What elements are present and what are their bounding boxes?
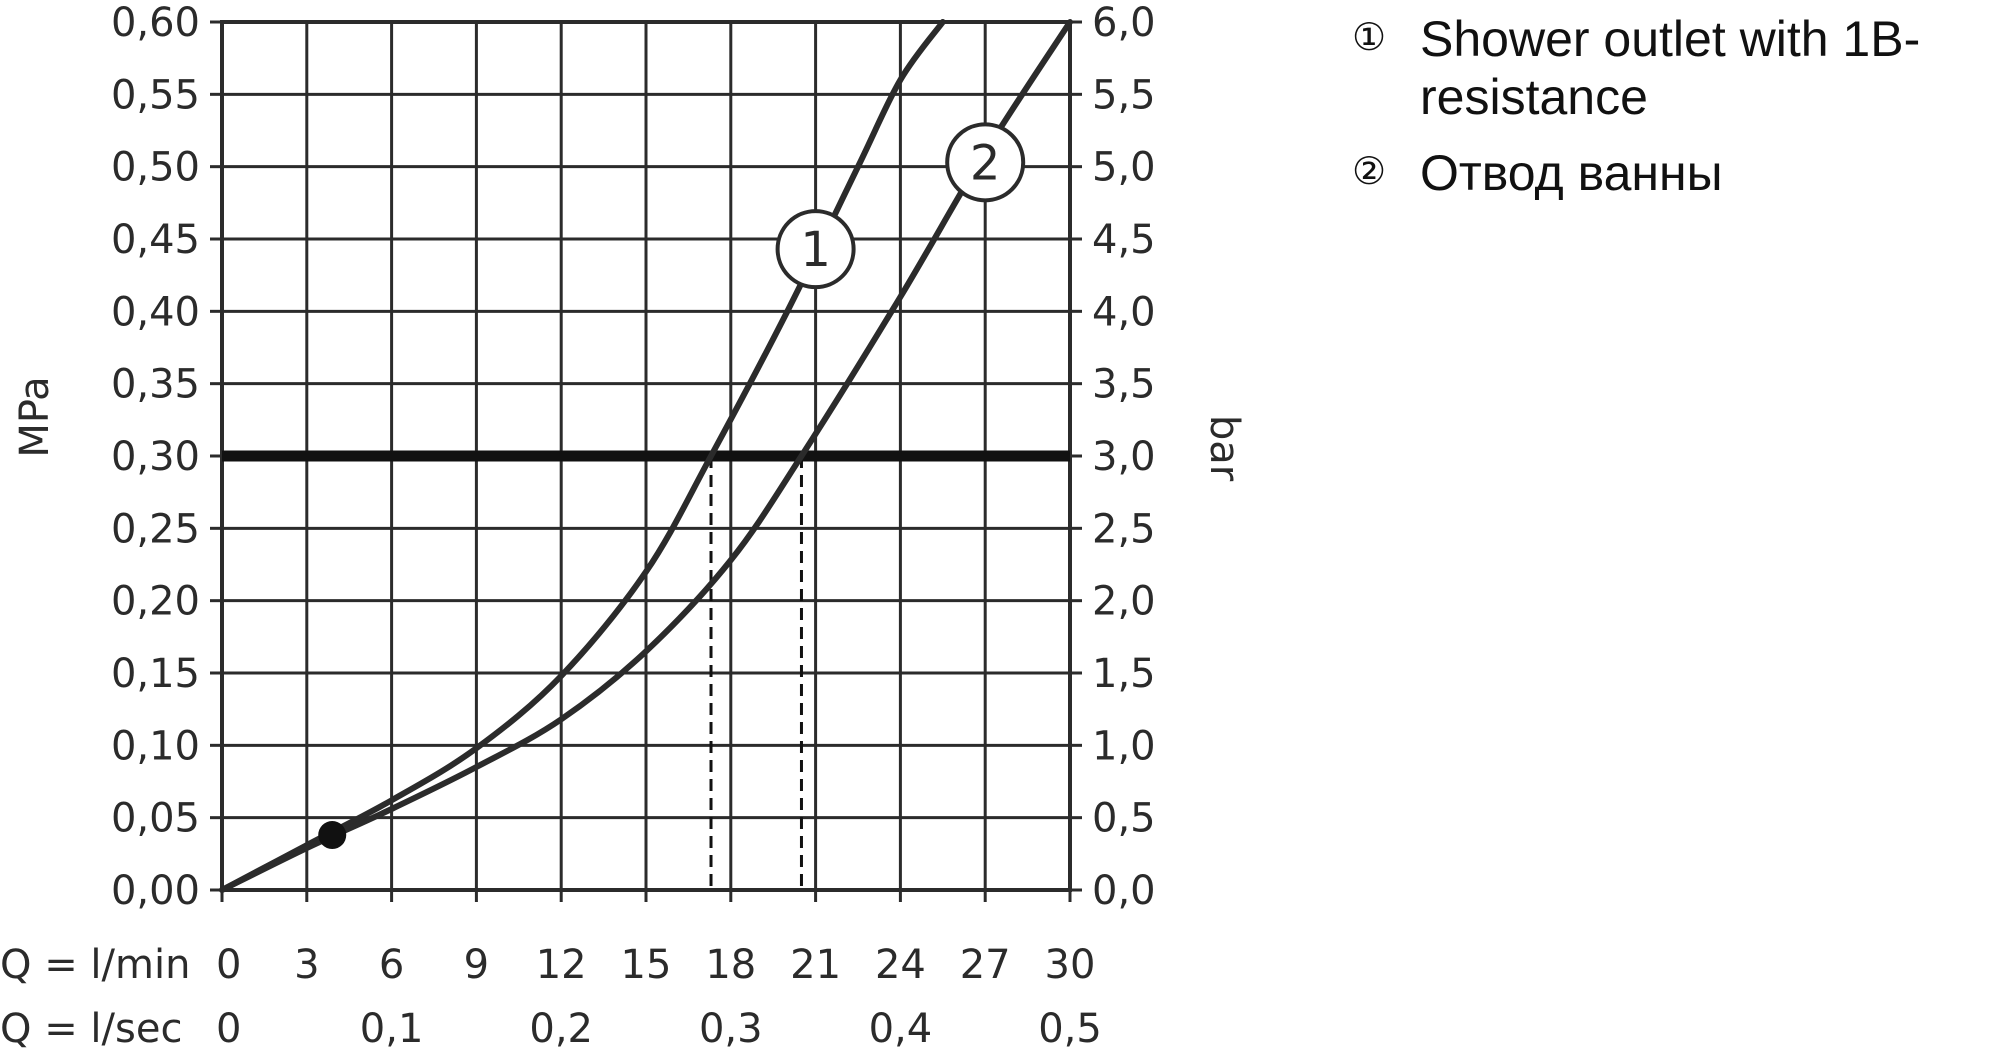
series-label-2: 2 bbox=[970, 135, 1001, 191]
y-tick-label-right: 3,5 bbox=[1092, 362, 1156, 408]
y-ticks-left: 0,00 0,05 0,10 0,15 0,20 0,25 0,30 0,35 0,40 0,45… bbox=[111, 0, 200, 914]
x-axis-label-lsec: Q = l/sec bbox=[0, 1006, 182, 1052]
x-tick-label-lmin: 9 bbox=[464, 942, 489, 988]
legend-marker-1: ① bbox=[1352, 17, 1387, 59]
series-label-circle-2 bbox=[945, 122, 1026, 203]
y-tick-label-right: 4,5 bbox=[1092, 217, 1156, 263]
y-tick-label-right: 0,0 bbox=[1092, 868, 1156, 914]
x-tick-label-lsec: 0,5 bbox=[1038, 1006, 1102, 1052]
x-tick-label-lmin: 30 bbox=[1045, 942, 1096, 988]
x-tick-label-lmin: 21 bbox=[790, 942, 841, 988]
y-tick-label-right: 6,0 bbox=[1092, 0, 1156, 46]
x-tick-label-lsec: 0,4 bbox=[869, 1006, 933, 1052]
x-ticks: 0 3 6 9 12 15 18 21 24 27 30 0 0,1 0,2 0,3 0,4 0,5 bbox=[216, 942, 1102, 1052]
y-tick-label-left: 0,45 bbox=[111, 217, 200, 263]
y-tick-label-left: 0,30 bbox=[111, 434, 200, 480]
chart-series bbox=[219, 19, 1073, 893]
y-tick-label-left: 0,15 bbox=[111, 651, 200, 697]
x-tick-label-lmin: 12 bbox=[536, 942, 587, 988]
y-tick-label-left: 0,20 bbox=[111, 579, 200, 625]
pressure-flow-chart: 0,000,050,100,150,200,250,300,350,400,45… bbox=[0, 0, 1247, 1052]
y-axis-label-right: bar bbox=[1201, 415, 1247, 482]
y-tick-label-right: 3,0 bbox=[1092, 434, 1156, 480]
legend-label-1: Shower outlet with 1B- resistance bbox=[1420, 11, 1921, 125]
marker-point bbox=[318, 821, 347, 850]
x-tick-label-lsec: 0,2 bbox=[529, 1006, 593, 1052]
x-tick-label-lsec: 0,1 bbox=[360, 1006, 424, 1052]
x-tick-label-lmin: 6 bbox=[379, 942, 404, 988]
series-label-1: 1 bbox=[800, 222, 831, 278]
x-axis-label-lmin: Q = l/min bbox=[0, 942, 190, 988]
x-tick-label-lmin: 0 bbox=[216, 942, 241, 988]
y-tick-label-left: 0,25 bbox=[111, 506, 200, 552]
y-tick-label-left: 0,55 bbox=[111, 72, 200, 118]
y-tick-label-left: 0,35 bbox=[111, 362, 200, 408]
y-tick-label-left: 0,00 bbox=[111, 868, 200, 914]
y-axis-label-left: MPa bbox=[12, 376, 58, 457]
legend-item-2: ② Отвод ванны bbox=[1352, 144, 1992, 202]
x-tick-label-lmin: 15 bbox=[621, 942, 672, 988]
y-tick-label-left: 0,10 bbox=[111, 723, 200, 769]
x-tick-label-lsec: 0,3 bbox=[699, 1006, 763, 1052]
legend-label-2: Отвод ванны bbox=[1420, 145, 1723, 201]
series-labels: 12 bbox=[775, 122, 1026, 290]
legend-item-1: ① Shower outlet with 1B- resistance bbox=[1352, 10, 1992, 126]
y-tick-label-left: 0,05 bbox=[111, 796, 200, 842]
series-label-circle-1 bbox=[775, 209, 856, 290]
y-tick-label-right: 5,0 bbox=[1092, 145, 1156, 191]
x-tick-label-lmin: 24 bbox=[875, 942, 926, 988]
y-tick-label-right: 5,5 bbox=[1092, 72, 1156, 118]
legend: ① Shower outlet with 1B- resistance ② От… bbox=[1352, 10, 1992, 220]
y-tick-label-left: 0,60 bbox=[111, 0, 200, 46]
y-ticks-right: 0,0 0,5 1,0 1,5 2,0 2,5 3,0 3,5 4,0 4,5 5,0 5,5 6,0 bbox=[1092, 0, 1156, 914]
reference-lines bbox=[222, 450, 1070, 890]
legend-marker-2: ② bbox=[1352, 151, 1387, 193]
y-tick-label-right: 2,0 bbox=[1092, 579, 1156, 625]
y-tick-label-right: 1,5 bbox=[1092, 651, 1156, 697]
series-line-1 bbox=[219, 19, 946, 893]
x-tick-label-lsec: 0 bbox=[216, 1006, 241, 1052]
y-tick-label-right: 2,5 bbox=[1092, 506, 1156, 552]
y-tick-label-left: 0,40 bbox=[111, 289, 200, 335]
y-tick-label-left: 0,50 bbox=[111, 145, 200, 191]
x-tick-label-lmin: 3 bbox=[294, 942, 319, 988]
y-tick-label-right: 4,0 bbox=[1092, 289, 1156, 335]
x-tick-label-lmin: 27 bbox=[960, 942, 1011, 988]
y-tick-label-right: 0,5 bbox=[1092, 796, 1156, 842]
x-tick-label-lmin: 18 bbox=[705, 942, 756, 988]
series-line-2 bbox=[219, 19, 1073, 893]
y-tick-label-right: 1,0 bbox=[1092, 723, 1156, 769]
